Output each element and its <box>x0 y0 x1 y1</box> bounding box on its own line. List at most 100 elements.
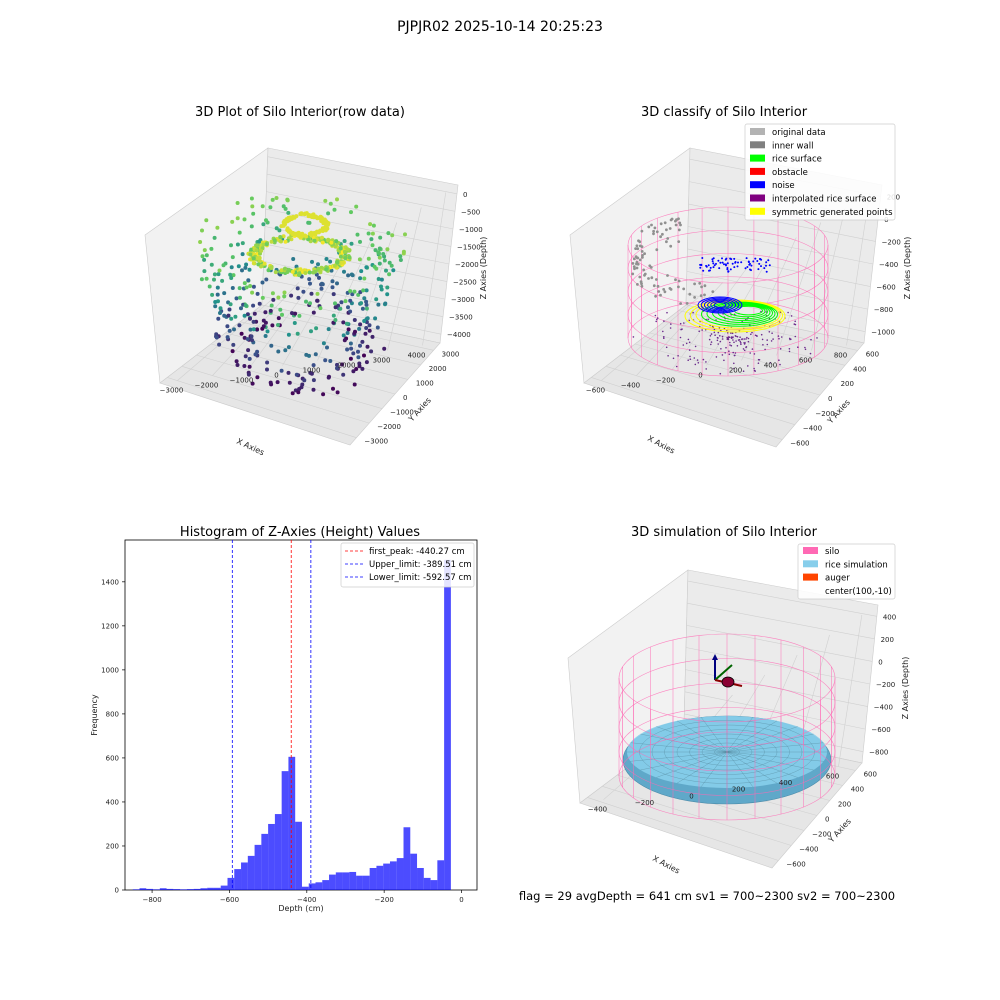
classify-point-wall <box>640 284 644 288</box>
raw-point <box>301 289 306 294</box>
classify-noise-contour <box>707 299 733 311</box>
hist-legend-box <box>340 542 475 588</box>
classify-point-noise <box>708 269 710 272</box>
raw-point <box>249 224 254 229</box>
raw-point <box>309 291 314 296</box>
raw-point <box>281 204 286 209</box>
hist-bar <box>403 827 411 890</box>
raw-point <box>275 380 280 385</box>
classify-point-interp <box>666 311 668 314</box>
classify-point-interp <box>742 348 745 350</box>
classify-point-noise <box>750 269 752 272</box>
raw-z-axis-label: Z Axies (Depth) <box>479 237 488 300</box>
classify-grid-y <box>634 343 821 396</box>
raw-point <box>343 299 348 304</box>
classify-point-wall <box>699 294 703 298</box>
classify-point-wall <box>666 274 669 277</box>
sim-title: 3D simulation of Silo Interior <box>631 525 818 540</box>
hist-bar <box>362 875 370 890</box>
raw-point <box>370 334 375 339</box>
raw-point <box>247 364 252 369</box>
raw-point <box>279 268 284 273</box>
raw-point <box>239 306 243 311</box>
raw-point <box>269 303 274 308</box>
raw-point <box>254 248 259 253</box>
classify-point-interp <box>696 359 699 361</box>
sim-auger-y-arrow <box>714 664 733 681</box>
hist-y-axis-label: Frequency <box>90 694 99 736</box>
classify-point-interp <box>768 331 771 333</box>
classify-point-noise <box>713 264 716 267</box>
raw-point <box>323 358 328 363</box>
raw-point <box>255 375 260 380</box>
classify-point-interp <box>728 336 730 338</box>
raw-point <box>335 362 339 367</box>
raw-z-tick: −3500 <box>449 314 473 322</box>
raw-x-tick: 4000 <box>408 352 426 360</box>
raw-point <box>300 382 305 387</box>
hist-bar <box>423 877 431 890</box>
raw-point <box>345 247 350 252</box>
raw-point <box>324 257 329 261</box>
classify-grid-y <box>605 365 795 426</box>
classify-rice-contour <box>695 300 781 329</box>
classify-point-interp <box>778 337 780 340</box>
sim-y-tick: 200 <box>838 801 851 809</box>
hist-y-tick-label: 1000 <box>101 666 119 674</box>
raw-point <box>313 352 318 357</box>
raw-point <box>248 284 253 288</box>
raw-x-tick: −3000 <box>160 387 184 395</box>
raw-point <box>309 371 314 376</box>
classify-point-noise <box>725 264 727 267</box>
raw-grid-z <box>266 191 454 230</box>
raw-point <box>309 213 314 218</box>
raw-x-tick: 1000 <box>303 367 321 375</box>
raw-z-tick: 0 <box>463 191 467 199</box>
raw-point <box>242 281 247 286</box>
classify-point-noise <box>765 264 767 267</box>
sim-y-tick: −400 <box>799 846 818 854</box>
classify-point-wall <box>662 288 666 291</box>
raw-point <box>217 268 222 273</box>
raw-point <box>360 306 365 311</box>
raw-point <box>222 313 227 318</box>
raw-point <box>307 220 312 225</box>
raw-grid-y <box>240 321 421 366</box>
raw-point <box>212 272 217 277</box>
raw-point <box>349 210 353 215</box>
raw-point <box>276 295 281 300</box>
classify-point-noise <box>699 263 702 266</box>
raw-point <box>339 254 343 259</box>
raw-point <box>376 277 381 281</box>
raw-grid-x <box>387 207 422 351</box>
classify-point-interp <box>736 345 739 347</box>
raw-point <box>269 343 274 348</box>
hist-bar <box>342 872 350 890</box>
classify-point-wall <box>688 292 692 296</box>
classify-point-interp <box>728 350 730 353</box>
sim-rice-mesh-spoke <box>726 751 798 778</box>
raw-point <box>292 231 297 236</box>
raw-point <box>308 281 312 286</box>
raw-point <box>216 316 221 321</box>
classify-point-wall <box>636 247 640 251</box>
raw-point <box>351 351 356 356</box>
classify-point-noise <box>740 261 743 264</box>
hist-bar <box>227 877 235 890</box>
raw-x-axis-label: X Axies <box>235 437 266 458</box>
classify-point-interp <box>715 356 718 358</box>
classify-grid-y <box>664 321 846 366</box>
raw-point <box>358 290 363 295</box>
raw-point <box>334 239 339 244</box>
raw-y-tick: 1000 <box>416 379 434 387</box>
classify-point-wall <box>655 278 658 281</box>
classify-point-noise <box>726 262 729 265</box>
classify-legend-label: symmetric generated points <box>772 208 893 218</box>
raw-point <box>309 230 314 235</box>
classify-point-noise <box>752 260 755 263</box>
classify-point-interp <box>667 355 669 357</box>
classify-point-interp <box>732 351 734 354</box>
classify-point-noise <box>712 262 715 265</box>
classify-point-interp <box>740 342 742 344</box>
classify-point-interp <box>751 331 753 334</box>
